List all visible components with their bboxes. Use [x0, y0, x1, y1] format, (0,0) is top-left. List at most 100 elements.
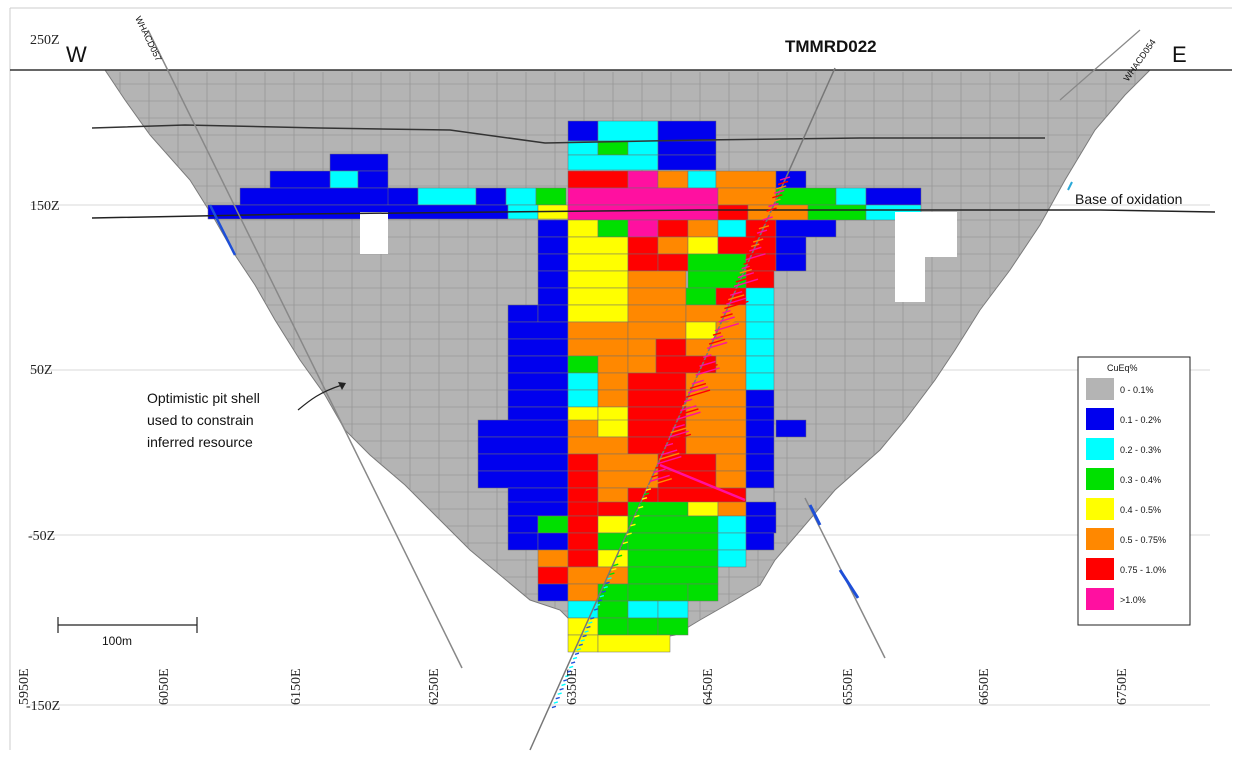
grade-block	[717, 236, 777, 255]
easting-label: 6550E	[841, 668, 856, 705]
legend-label: 0.3 - 0.4%	[1120, 475, 1161, 485]
grade-block	[597, 219, 629, 238]
grade-block	[627, 270, 687, 289]
grade-block	[775, 219, 837, 238]
grade-block	[387, 187, 419, 206]
grade-block	[745, 419, 775, 438]
grade-block	[505, 187, 537, 206]
grade-block	[507, 355, 569, 374]
grade-block	[537, 270, 569, 289]
drillhole-east-trace	[1059, 29, 1141, 101]
grade-block	[567, 338, 629, 357]
grade-block	[627, 287, 687, 306]
grade-block	[537, 304, 569, 323]
legend-swatch	[1086, 588, 1114, 610]
grade-block	[597, 419, 629, 438]
pit-note: Optimistic pit shell used to constrain i…	[147, 382, 346, 450]
grade-block	[745, 304, 775, 323]
grade-block	[865, 187, 922, 206]
cueq-legend: CuEq% 0 - 0.1% 0.1 - 0.2% 0.2 - 0.3% 0.3 - …	[1077, 356, 1191, 626]
grade-block	[535, 187, 567, 206]
legend-swatch	[1086, 408, 1114, 430]
legend-label: 0.4 - 0.5%	[1120, 505, 1161, 515]
grade-block	[657, 170, 689, 189]
grade-block	[627, 515, 719, 534]
grade-block	[567, 566, 629, 585]
grade-block	[597, 634, 671, 653]
grade-block	[507, 372, 569, 391]
grade-block	[537, 236, 569, 255]
grade-block	[745, 470, 775, 489]
grade-block	[537, 515, 569, 534]
grade-block	[745, 501, 777, 517]
grade-block	[717, 501, 747, 517]
grade-block	[597, 501, 629, 517]
grade-block	[717, 532, 747, 551]
pit-note-arrow	[297, 384, 343, 411]
grade-block	[627, 253, 659, 272]
grade-block	[567, 583, 599, 602]
easting-axis: 5950E 6050E 6150E 6250E 6350E 6450E 6550E 6650E…	[17, 668, 1130, 705]
grade-block	[537, 219, 569, 238]
grade-block	[507, 304, 539, 323]
grade-block	[507, 338, 569, 357]
legend-swatch	[1086, 438, 1114, 460]
grade-block	[627, 304, 687, 323]
grade-block	[597, 515, 629, 534]
grade-block	[627, 236, 659, 255]
grade-block	[745, 338, 775, 357]
base-of-oxidation-line	[91, 209, 1216, 219]
legend-label: 0.1 - 0.2%	[1120, 415, 1161, 425]
grade-block	[627, 549, 719, 568]
legend-label: 0 - 0.1%	[1120, 385, 1154, 395]
grade-block	[477, 453, 569, 472]
grade-block	[329, 153, 389, 172]
svg-text:inferred resource: inferred resource	[147, 434, 253, 450]
assay-intervals	[551, 176, 791, 709]
east-label: E	[1172, 42, 1187, 67]
grade-block	[627, 583, 689, 602]
drillhole-main-trace	[529, 67, 836, 751]
grade-block	[687, 253, 747, 272]
grade-block	[567, 321, 629, 340]
grade-block	[567, 515, 599, 534]
legend-swatch	[1086, 528, 1114, 550]
grade-block	[627, 532, 719, 551]
grade-block	[537, 566, 569, 585]
drillhole-west-label: WHACD057	[133, 14, 163, 62]
grade-block	[475, 187, 507, 206]
grade-block	[657, 600, 689, 619]
legend-label: >1.0%	[1120, 595, 1146, 605]
grade-block	[627, 321, 687, 340]
grade-block	[507, 515, 539, 534]
drillhole-traces	[147, 29, 1141, 751]
oxidation-pointer	[1067, 181, 1073, 191]
grade-block	[627, 617, 659, 636]
grade-block	[627, 355, 657, 374]
grade-block	[417, 187, 477, 206]
drillhole-west-trace	[147, 29, 463, 669]
grade-block	[567, 419, 599, 438]
grade-block	[745, 355, 775, 374]
grade-block	[685, 419, 747, 438]
grade-block	[717, 204, 749, 221]
grade-block	[597, 355, 629, 374]
grade-block	[567, 436, 629, 455]
grade-block	[357, 170, 389, 189]
grade-block	[597, 389, 629, 408]
grade-block	[775, 253, 807, 272]
grade-block	[567, 453, 599, 472]
grade-block	[537, 532, 569, 551]
grade-block	[627, 436, 687, 455]
grade-block	[507, 501, 569, 517]
grade-block	[775, 236, 807, 255]
grade-block	[477, 419, 569, 438]
easting-label: 6150E	[289, 668, 304, 705]
grade-block	[835, 187, 867, 206]
grade-block	[687, 583, 719, 602]
grade-block	[745, 515, 777, 534]
grade-block	[239, 187, 391, 206]
grade-block	[567, 120, 599, 142]
grade-block	[567, 187, 719, 206]
